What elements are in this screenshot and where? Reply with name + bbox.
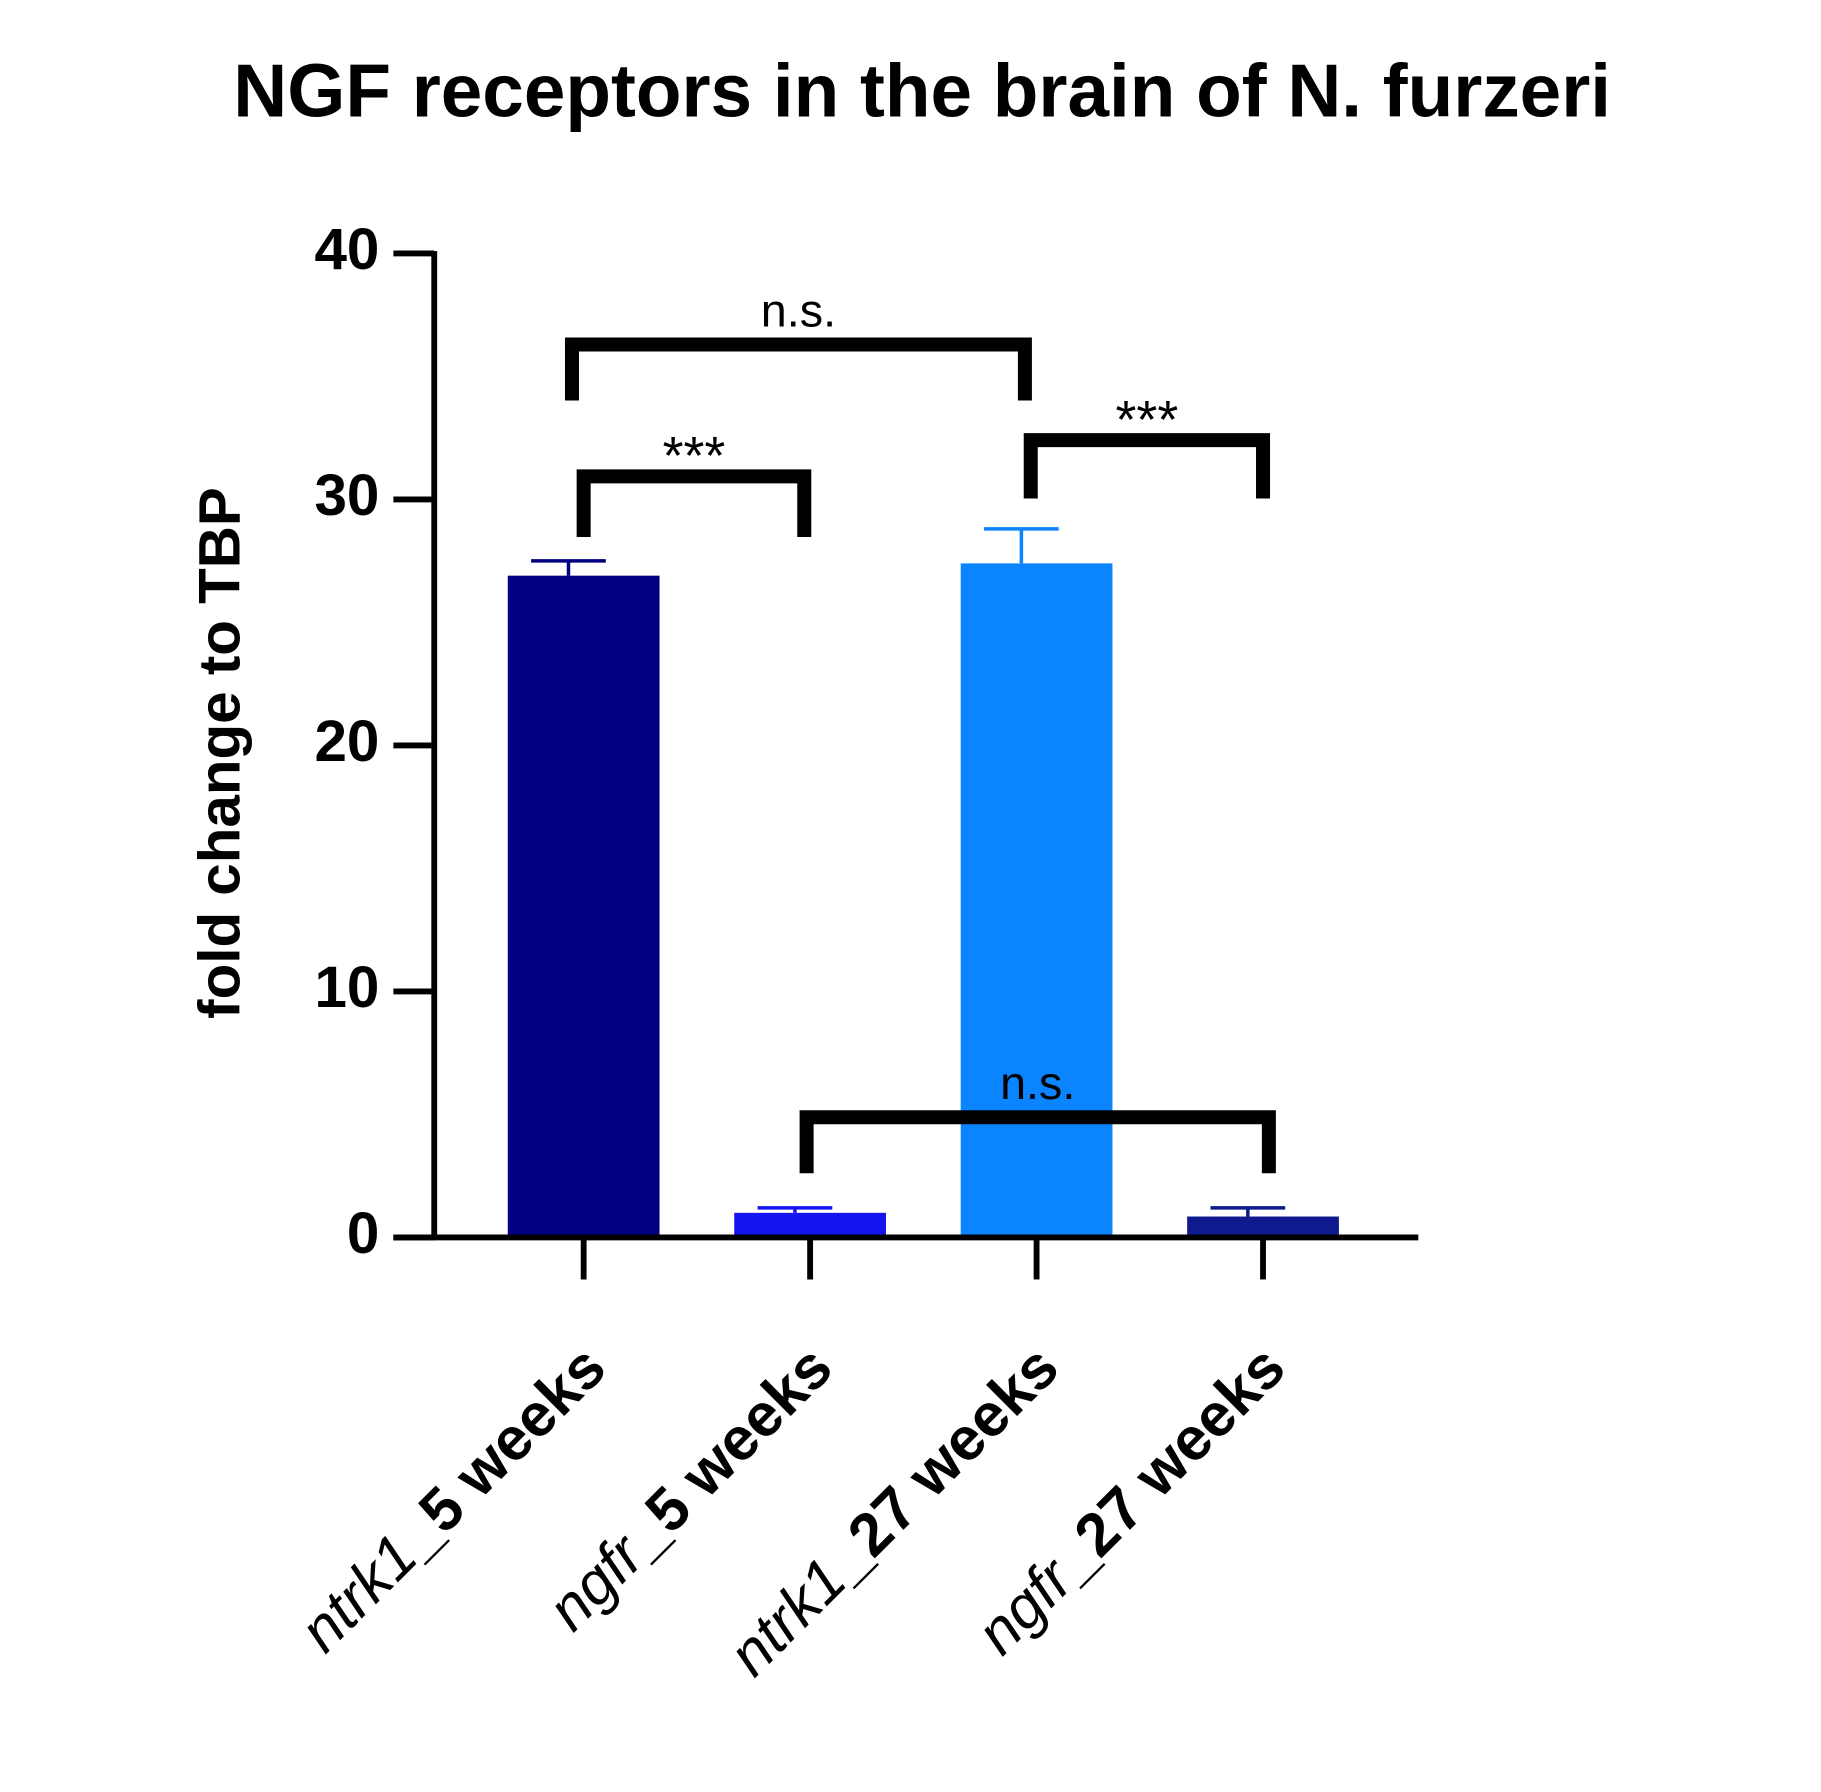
chart-title: NGF receptors in the brain of N. furzeri [233,49,1611,133]
significance-label: n.s. [761,284,836,336]
significance-bracket [799,1110,1276,1174]
y-tick-label: 30 [314,463,379,528]
y-tick-label: 10 [314,955,379,1020]
y-tick-label: 40 [314,217,379,282]
bar [960,563,1113,1238]
y-tick-label: 20 [314,709,379,774]
significance-bracket [1023,433,1271,499]
age: _5 weeks [381,1332,618,1569]
significance-bracket [564,337,1032,401]
bar [507,575,660,1238]
significance-label: *** [1116,390,1179,450]
bar [1187,1216,1339,1238]
significance-label: n.s. [1000,1057,1075,1109]
significance-label: *** [663,426,726,486]
age: _27 weeks [1036,1332,1297,1593]
y-tick-label: 0 [347,1201,379,1266]
age: _5 weeks [607,1332,844,1569]
significance-bracket [576,469,812,538]
bar [734,1212,886,1238]
y-axis-label: fold change to TBP [188,487,253,1019]
